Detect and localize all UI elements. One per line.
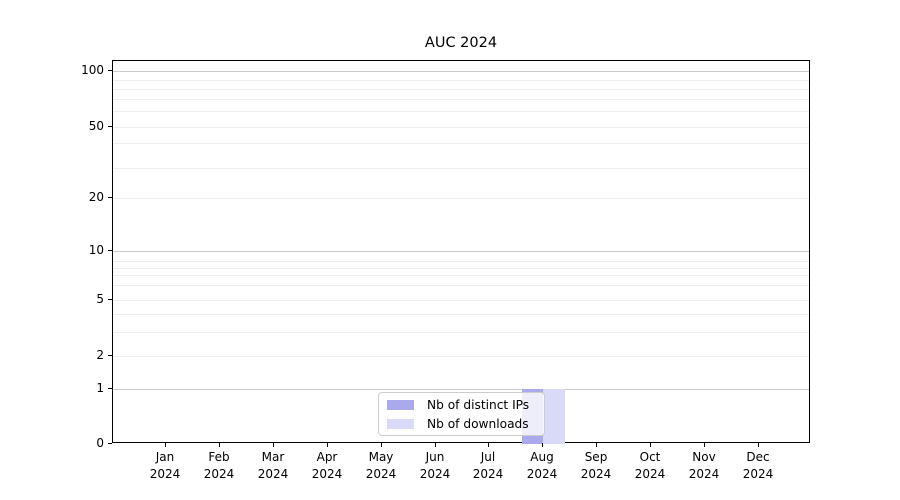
x-tick-year: 2024 <box>419 466 451 481</box>
x-tick-year: 2024 <box>311 466 343 481</box>
x-axis-tick-label: Oct 2024 <box>619 449 681 482</box>
x-axis-tick-label: May 2024 <box>350 449 412 482</box>
legend-item: Nb of downloads <box>387 417 534 431</box>
x-tick-year: 2024 <box>580 466 612 481</box>
x-tick-month: Apr <box>316 450 338 464</box>
y-minor-gridline <box>113 300 809 301</box>
y-axis-tick-label: 1 <box>96 381 104 395</box>
x-axis-tick <box>218 443 220 447</box>
y-axis-tick <box>108 125 112 127</box>
y-axis-tick-label: 10 <box>88 243 104 257</box>
x-axis-tick <box>272 443 274 447</box>
x-tick-month: Jan <box>155 450 175 464</box>
x-tick-month: Mar <box>261 450 285 464</box>
y-minor-gridline <box>113 143 809 144</box>
x-axis-tick <box>649 443 651 447</box>
x-axis-tick <box>487 443 489 447</box>
y-minor-gridline <box>113 99 809 100</box>
y-axis-tick-label: 5 <box>96 292 104 306</box>
y-minor-gridline <box>113 168 809 169</box>
x-axis-tick-label: Jun 2024 <box>404 449 466 482</box>
x-axis-tick-label: Aug 2024 <box>511 449 573 482</box>
y-minor-gridline <box>113 80 809 81</box>
y-axis-tick-label: 50 <box>88 119 104 133</box>
x-axis-tick <box>541 443 543 447</box>
x-tick-year: 2024 <box>742 466 774 481</box>
x-axis-tick-label: Apr 2024 <box>296 449 358 482</box>
y-minor-gridline <box>113 275 809 276</box>
x-axis-tick <box>380 443 382 447</box>
y-axis-tick <box>108 196 112 198</box>
y-axis-tick <box>108 249 112 251</box>
x-axis-tick <box>703 443 705 447</box>
x-tick-month: Oct <box>639 450 661 464</box>
legend-item: Nb of distinct IPs <box>387 398 534 412</box>
x-tick-year: 2024 <box>634 466 666 481</box>
x-axis-tick <box>434 443 436 447</box>
x-axis-tick-label: Dec 2024 <box>727 449 789 482</box>
y-minor-gridline <box>113 127 809 128</box>
y-axis-tick <box>108 387 112 389</box>
x-axis-tick <box>164 443 166 447</box>
legend-item-label: Nb of downloads <box>427 416 529 431</box>
plot-area <box>112 60 810 444</box>
y-axis-tick <box>108 354 112 356</box>
y-minor-gridline <box>113 111 809 112</box>
y-axis-tick-label: 100 <box>81 63 104 77</box>
y-axis-tick-label: 0 <box>96 436 104 450</box>
x-tick-month: May <box>368 450 394 464</box>
x-tick-month: Nov <box>692 450 716 464</box>
legend-color-swatch <box>387 418 414 429</box>
y-minor-gridline <box>113 198 809 199</box>
y-axis-tick <box>108 442 112 444</box>
y-minor-gridline <box>113 285 809 286</box>
x-axis-tick-label: Nov 2024 <box>673 449 735 482</box>
x-axis-tick-label: Jul 2024 <box>457 449 519 482</box>
x-tick-month: Aug <box>530 450 554 464</box>
y-major-gridline <box>113 71 809 72</box>
x-tick-year: 2024 <box>365 466 397 481</box>
x-tick-year: 2024 <box>526 466 558 481</box>
y-minor-gridline <box>113 356 809 357</box>
chart-title: AUC 2024 <box>424 35 498 51</box>
x-tick-month: Dec <box>746 450 770 464</box>
y-axis-tick <box>108 298 112 300</box>
x-axis-tick-label: Sep 2024 <box>565 449 627 482</box>
x-tick-year: 2024 <box>257 466 289 481</box>
y-major-gridline <box>113 251 809 252</box>
x-tick-month: Sep <box>584 450 608 464</box>
chart-legend: Nb of distinct IPs Nb of downloads <box>378 392 545 436</box>
y-axis-tick-label: 2 <box>96 348 104 362</box>
y-minor-gridline <box>113 314 809 315</box>
x-axis-tick <box>595 443 597 447</box>
legend-item-label: Nb of distinct IPs <box>427 397 530 412</box>
y-minor-gridline <box>113 268 809 269</box>
x-tick-year: 2024 <box>688 466 720 481</box>
x-axis-tick <box>757 443 759 447</box>
x-tick-year: 2024 <box>203 466 235 481</box>
legend-color-swatch <box>387 399 414 410</box>
x-axis-tick-label: Mar 2024 <box>242 449 304 482</box>
x-axis-tick-label: Jan 2024 <box>134 449 196 482</box>
x-tick-year: 2024 <box>149 466 181 481</box>
x-tick-month: Feb <box>208 450 230 464</box>
x-tick-month: Jun <box>425 450 445 464</box>
bar-nb-of-downloads <box>543 389 565 444</box>
y-minor-gridline <box>113 261 809 262</box>
x-tick-month: Jul <box>480 450 496 464</box>
x-tick-year: 2024 <box>472 466 504 481</box>
x-axis-tick-label: Feb 2024 <box>188 449 250 482</box>
y-axis-tick-label: 20 <box>88 190 104 204</box>
y-axis-tick <box>108 69 112 71</box>
y-minor-gridline <box>113 89 809 90</box>
x-axis-tick <box>326 443 328 447</box>
y-major-gridline <box>113 389 809 390</box>
y-minor-gridline <box>113 332 809 333</box>
